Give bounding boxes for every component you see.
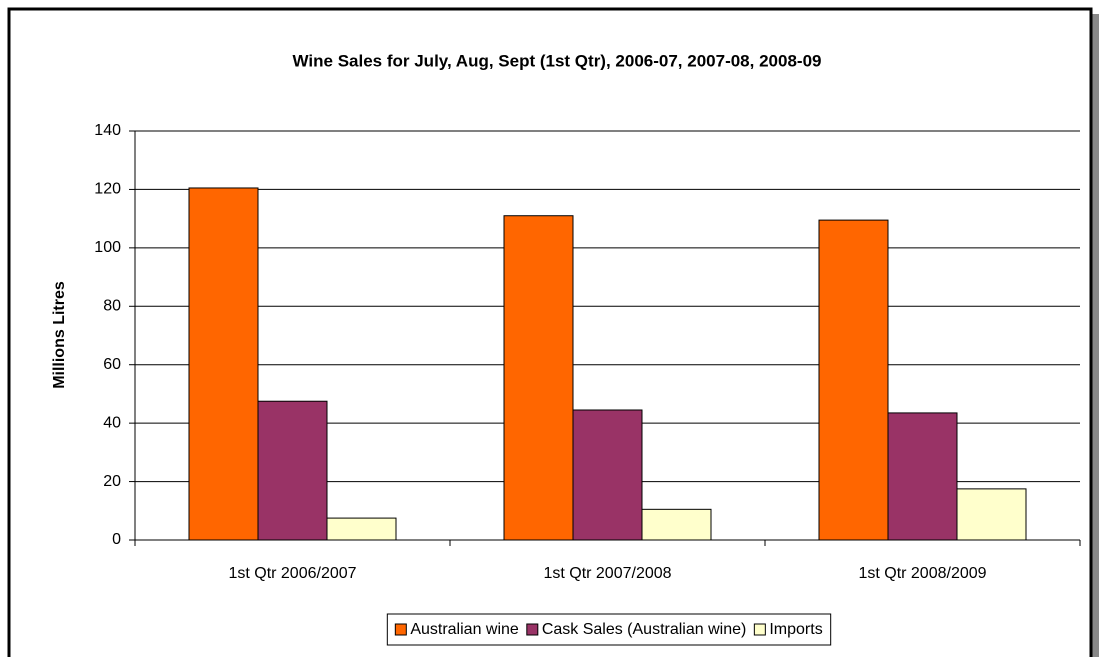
bar — [503, 215, 574, 541]
legend-swatch — [394, 623, 407, 636]
legend-label: Imports — [769, 621, 822, 638]
y-axis-label: Millions Litres — [51, 281, 68, 389]
bar — [326, 517, 397, 541]
bar — [818, 219, 889, 541]
legend-label: Cask Sales (Australian wine) — [542, 621, 747, 638]
legend-swatch — [753, 623, 766, 636]
y-tick-label: 120 — [94, 181, 121, 198]
bar — [887, 412, 958, 541]
x-tick-label: 1st Qtr 2007/2008 — [543, 565, 671, 582]
legend-swatch — [526, 623, 539, 636]
x-tick-label: 1st Qtr 2008/2009 — [858, 565, 986, 582]
x-tick-label: 1st Qtr 2006/2007 — [228, 565, 356, 582]
legend-label: Australian wine — [410, 621, 519, 638]
bar — [188, 187, 259, 541]
y-tick-label: 100 — [94, 239, 121, 256]
bar — [257, 400, 328, 541]
y-tick-label: 40 — [103, 414, 121, 431]
y-tick-label: 0 — [112, 531, 121, 548]
y-tick-label: 140 — [94, 122, 121, 139]
legend: Australian wine Cask Sales (Australian wi… — [386, 613, 832, 646]
bar — [572, 409, 643, 541]
bar — [641, 508, 712, 541]
chart-title: Wine Sales for July, Aug, Sept (1st Qtr)… — [293, 51, 822, 70]
bar — [956, 488, 1027, 541]
y-tick-label: 80 — [103, 298, 121, 315]
y-tick-label: 20 — [103, 473, 121, 490]
y-tick-label: 60 — [103, 356, 121, 373]
